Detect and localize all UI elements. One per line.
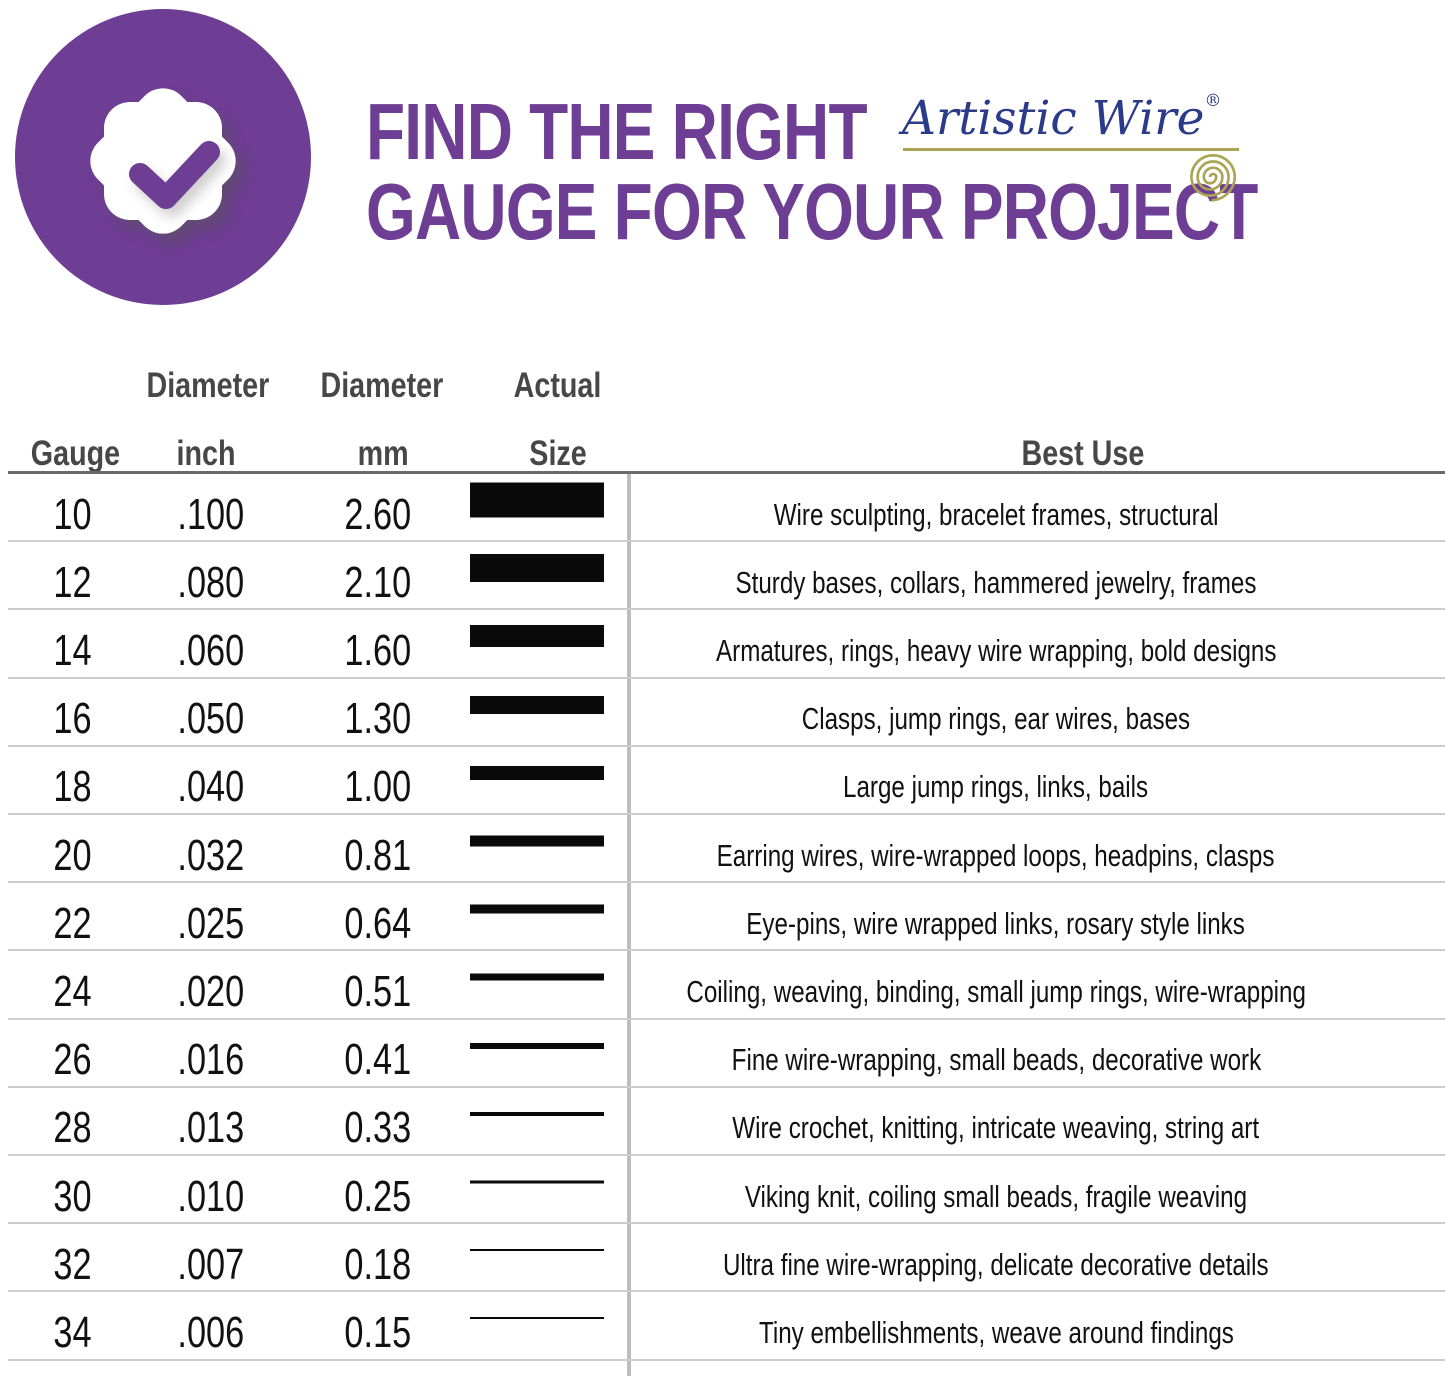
diameter-mm-cell: 0.81 [344,830,411,880]
diameter-inch-cell: .060 [177,625,244,675]
actual-size-bar [470,1317,604,1320]
title-line-1: FIND THE RIGHT [366,87,868,176]
actual-size-bar [470,554,604,583]
title-line-2: GAUGE FOR YOUR PROJECT [366,167,1258,256]
best-use-cell: Ultra fine wire-wrapping, delicate decor… [723,1246,1269,1282]
column-header-mm: mm [357,434,409,473]
actual-size-bar [470,625,604,648]
gauge-cell: 22 [52,898,92,948]
diameter-inch-cell: .013 [177,1103,244,1153]
diameter-mm-cell: 0.25 [344,1171,411,1221]
best-use-cell: Clasps, jump rings, ear wires, bases [801,701,1191,737]
actual-size-bar [470,1111,604,1116]
wire-spiral-icon [1190,153,1237,202]
gauge-cell: 28 [52,1103,92,1153]
actual-size-bar [470,1249,604,1252]
table-row: 30 .010 0.25 Viking knit, coiling small … [0,1156,1445,1225]
diameter-mm-cell: 0.15 [344,1307,411,1357]
brand-wordmark: Artistic Wire® [902,91,1222,146]
gauge-cell: 32 [52,1239,92,1289]
column-header-diameter-inch-top: Diameter [146,366,270,405]
diameter-mm-cell: 2.10 [344,557,411,607]
table-row: 34 .006 0.15 Tiny embellishments, weave … [0,1292,1445,1361]
gauge-cell: 30 [52,1171,92,1221]
column-header-gauge: Gauge [30,434,120,473]
column-divider-line [627,474,631,1376]
diameter-inch-cell: .007 [177,1239,244,1289]
diameter-inch-cell: .050 [177,694,244,744]
diameter-mm-cell: 0.41 [344,1035,411,1085]
brand-underline [903,148,1239,151]
best-use-cell: Wire crochet, knitting, intricate weavin… [732,1110,1260,1146]
diameter-mm-cell: 0.18 [344,1239,411,1289]
best-use-cell: Wire sculpting, bracelet frames, structu… [773,496,1219,532]
column-header-actual: Actual [513,366,601,405]
table-row: 20 .032 0.81 Earring wires, wire-wrapped… [0,815,1445,884]
gauge-cell: 34 [52,1307,92,1357]
diameter-inch-cell: .020 [177,966,244,1016]
best-use-cell: Armatures, rings, heavy wire wrapping, b… [715,632,1277,668]
actual-size-bar [470,973,604,981]
diameter-mm-cell: 0.64 [344,898,411,948]
table-row: 12 .080 2.10 Sturdy bases, collars, hamm… [0,542,1445,611]
column-header-size: Size [529,434,587,473]
table-row: 26 .016 0.41 Fine wire-wrapping, small b… [0,1020,1445,1088]
gauge-cell: 24 [52,966,92,1016]
diameter-inch-cell: .025 [177,898,244,948]
best-use-cell: Viking knit, coiling small beads, fragil… [744,1178,1248,1214]
registered-trademark: ® [1204,91,1222,111]
best-use-cell: Tiny embellishments, weave around findin… [758,1314,1234,1350]
table-row: 28 .013 0.33 Wire crochet, knitting, int… [0,1088,1445,1157]
actual-size-bar [470,1180,604,1184]
actual-size-bar [470,904,604,914]
gauge-cell: 18 [52,762,92,812]
column-header-diameter-mm-top: Diameter [320,366,444,405]
best-use-cell: Large jump rings, links, bails [843,769,1149,805]
table-row: 16 .050 1.30 Clasps, jump rings, ear wir… [0,679,1445,747]
gauge-cell: 12 [52,557,92,607]
actual-size-bar [470,695,604,714]
gauge-cell: 20 [52,830,92,880]
table-row: 32 .007 0.18 Ultra fine wire-wrapping, d… [0,1224,1445,1293]
diameter-mm-cell: 0.51 [344,966,411,1016]
diameter-mm-cell: 1.60 [344,625,411,675]
gauge-cell: 16 [52,694,92,744]
actual-size-bar [470,482,604,518]
diameter-inch-cell: .006 [177,1307,244,1357]
gauge-cell: 10 [52,489,92,539]
diameter-inch-cell: .040 [177,762,244,812]
table-row: 22 .025 0.64 Eye-pins, wire wrapped link… [0,883,1445,952]
diameter-inch-cell: .010 [177,1171,244,1221]
diameter-inch-cell: .100 [177,489,244,539]
diameter-mm-cell: 1.00 [344,762,411,812]
diameter-mm-cell: 1.30 [344,694,411,744]
gauge-cell: 26 [52,1035,92,1085]
gauge-cell: 14 [52,625,92,675]
diameter-inch-cell: .080 [177,557,244,607]
checkmark-badge-icon [15,9,311,305]
column-header-inch: inch [176,434,236,473]
actual-size-bar [470,765,604,780]
best-use-cell: Earring wires, wire-wrapped loops, headp… [717,837,1275,873]
diameter-mm-cell: 2.60 [344,489,411,539]
table-row: 18 .040 1.00 Large jump rings, links, ba… [0,747,1445,816]
actual-size-bar [470,835,604,847]
table-row: 24 .020 0.51 Coiling, weaving, binding, … [0,951,1445,1020]
header-divider-rule [8,471,1445,474]
best-use-cell: Sturdy bases, collars, hammered jewelry,… [735,564,1257,600]
diameter-inch-cell: .032 [177,830,244,880]
actual-size-bar [470,1042,604,1049]
best-use-cell: Eye-pins, wire wrapped links, rosary sty… [746,905,1246,941]
diameter-mm-cell: 0.33 [344,1103,411,1153]
diameter-inch-cell: .016 [177,1035,244,1085]
table-row: 14 .060 1.60 Armatures, rings, heavy wir… [0,610,1445,679]
best-use-cell: Fine wire-wrapping, small beads, decorat… [731,1042,1261,1078]
best-use-cell: Coiling, weaving, binding, small jump ri… [686,973,1306,1009]
column-header-best-use: Best Use [1021,434,1145,473]
table-row: 10 .100 2.60 Wire sculpting, bracelet fr… [0,474,1445,543]
